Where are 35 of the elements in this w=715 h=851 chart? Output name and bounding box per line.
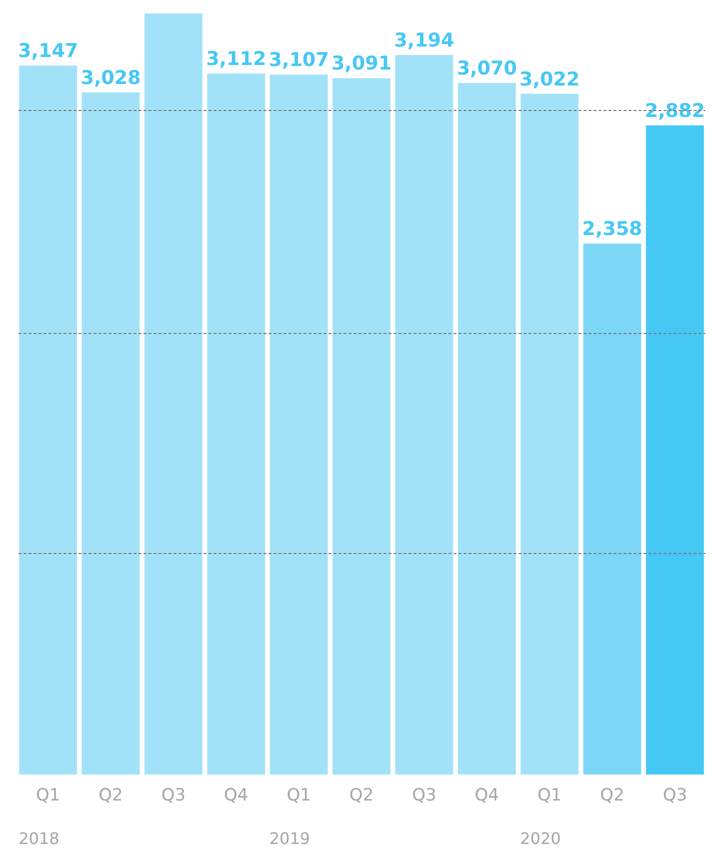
- x-tick-label: Q1: [36, 786, 60, 806]
- bar: [206, 72, 266, 776]
- bar: [18, 64, 78, 776]
- bar: [456, 82, 517, 776]
- data-label: 3,091: [331, 52, 392, 75]
- data-label: 3,107: [268, 49, 329, 72]
- data-label: 3,147: [18, 40, 78, 62]
- bar: [582, 242, 642, 776]
- x-tick-label: Q2: [98, 786, 123, 806]
- data-label: 3,028: [80, 66, 141, 89]
- data-label: 2,358: [582, 218, 642, 240]
- bar: [80, 91, 141, 776]
- bar: [332, 77, 392, 776]
- data-label: 3,022: [519, 68, 580, 90]
- x-tick-label: Q3: [662, 786, 688, 806]
- x-tick-label: Q2: [600, 786, 624, 806]
- x-tick-label: Q1: [286, 786, 311, 806]
- bar: [394, 54, 454, 776]
- x-tick-label: Q3: [161, 786, 186, 806]
- data-label: 3,194: [394, 29, 454, 52]
- text: 2018: [18, 829, 60, 848]
- bar: [520, 92, 580, 776]
- text: 2019: [269, 829, 310, 848]
- x-tick-label: Q4: [474, 786, 499, 806]
- data-label: 2,882: [644, 100, 705, 122]
- data-label: 3,112: [206, 48, 266, 70]
- x-tick-label: Q1: [537, 786, 562, 806]
- x-tick-label: Q4: [224, 786, 248, 806]
- text: 2020: [520, 829, 561, 848]
- data-label: 3,070: [456, 57, 517, 80]
- bar: [268, 74, 329, 776]
- bar: [644, 124, 705, 776]
- x-tick-label: Q2: [349, 786, 374, 806]
- bar: [143, 12, 204, 776]
- x-tick-label: Q3: [412, 786, 436, 806]
